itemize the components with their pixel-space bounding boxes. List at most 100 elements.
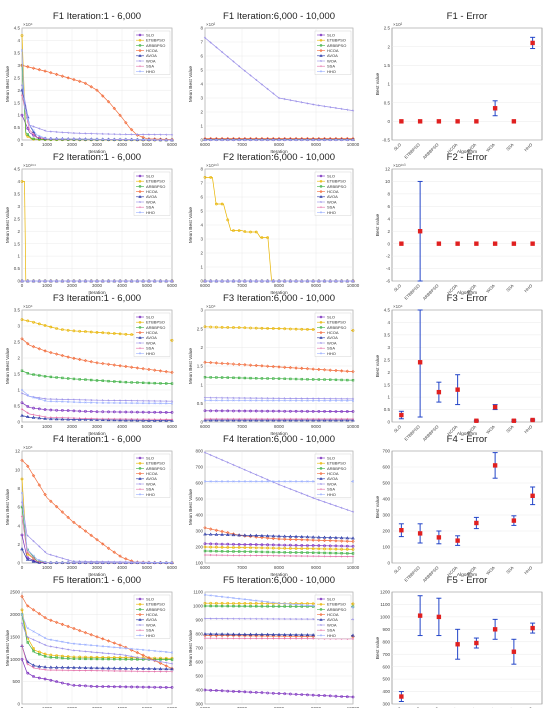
series-marker-avoa: [203, 418, 207, 422]
series-marker-hho: [294, 138, 298, 142]
legend-marker-slo: [319, 33, 323, 37]
series-marker-woa: [283, 97, 286, 101]
series-marker-hho: [346, 399, 349, 402]
series-marker-arbbpso: [232, 376, 235, 379]
series-marker-avoa: [170, 418, 174, 422]
series-marker-ssa: [306, 555, 309, 558]
series-marker-woa: [170, 133, 174, 136]
category-label: SLO: [393, 142, 403, 152]
x-tick-label: 8000: [274, 706, 285, 708]
legend-marker-arbbpso: [138, 608, 142, 611]
series-marker-slo: [32, 675, 35, 678]
category-label: ARBBPSO: [422, 142, 440, 160]
series-marker-avoa: [351, 633, 355, 637]
series-marker-hho: [32, 396, 35, 399]
series-marker-ssa: [20, 94, 24, 97]
legend-marker-avoa: [138, 477, 142, 480]
series-marker-woa: [323, 397, 326, 400]
series-marker-hho: [294, 279, 298, 283]
legend-label-hho: HHO: [146, 210, 155, 215]
series-marker-hho: [203, 399, 207, 402]
legend-label-arbbpso: ARBBPSO: [146, 184, 165, 189]
series-marker-etbbpso: [20, 34, 24, 37]
series-marker-slo: [107, 685, 110, 689]
series-marker-hho: [107, 401, 110, 405]
legend-marker-woa: [139, 483, 141, 485]
series-marker-arbbpso: [61, 376, 64, 380]
series-marker-hho: [209, 594, 212, 597]
series-marker-hcoa: [20, 594, 24, 599]
series-marker-woa: [67, 558, 70, 562]
series-marker-avoa: [49, 665, 53, 669]
series-marker-slo: [306, 409, 309, 413]
y-tick-label: 0: [17, 702, 20, 707]
y-axis-label: Mean Best Value: [5, 66, 11, 103]
legend-label-ssa: SSA: [327, 64, 335, 69]
y-tick-label: 300: [382, 513, 390, 518]
legend-marker-hcoa: [319, 613, 323, 617]
series-marker-hcoa: [66, 624, 70, 629]
series-marker-woa: [165, 133, 168, 136]
series-marker-avoa: [25, 557, 30, 561]
series-marker-woa: [142, 657, 145, 660]
series-marker-etbbpso: [323, 547, 326, 551]
series-marker-slo: [26, 671, 30, 675]
series-marker-woa: [32, 540, 35, 543]
series-marker-hho: [142, 561, 145, 564]
legend-label-hcoa: HCOA: [146, 612, 158, 617]
series-marker-avoa: [214, 532, 219, 536]
legend-box: [133, 453, 171, 498]
y-tick-label: 3: [200, 96, 203, 101]
series-marker-hho: [272, 480, 275, 483]
series-marker-woa: [90, 399, 93, 402]
series-marker-ssa: [317, 555, 320, 558]
category-label: SLO: [393, 565, 403, 575]
series-marker-arbbpso: [232, 604, 235, 608]
y-tick-label: 2: [17, 88, 20, 93]
series-marker-ssa: [61, 669, 64, 672]
series-marker-ssa: [226, 637, 229, 640]
series-marker-arbbpso: [118, 380, 122, 384]
series-marker-woa: [232, 463, 235, 466]
series-marker-arbbpso: [351, 378, 355, 382]
x-tick-label: 8000: [274, 424, 285, 429]
legend-marker-woa: [320, 201, 322, 203]
y-tick-label: 0: [200, 279, 203, 284]
y-tick-label: 700: [382, 449, 390, 454]
series-marker-avoa: [214, 418, 219, 422]
series-marker-avoa: [305, 633, 310, 637]
series-marker-avoa: [260, 533, 264, 537]
series-marker-hho: [78, 401, 81, 404]
y-tick-label: 0: [200, 138, 203, 143]
series-marker-woa: [49, 130, 52, 133]
legend-label-hho: HHO: [146, 69, 155, 74]
series-marker-etbbpso: [254, 546, 258, 550]
series-marker-etbbpso: [215, 601, 218, 605]
series-marker-hho: [124, 647, 127, 650]
axis-exponent: ×10⁴: [23, 445, 33, 450]
series-marker-hho: [107, 645, 110, 648]
series-marker-hho: [142, 648, 145, 652]
series-marker-hho: [107, 279, 110, 283]
chart-title: F4 - Error: [447, 434, 488, 445]
series-marker-hho: [130, 401, 133, 405]
y-tick-label: 0: [387, 119, 390, 124]
series-marker-hho: [101, 138, 104, 141]
series-marker-hcoa: [265, 536, 270, 540]
series-marker-hcoa: [345, 369, 349, 373]
legend-label-ssa: SSA: [146, 487, 154, 492]
series-marker-hho: [272, 399, 275, 402]
y-tick-label: 4: [17, 179, 20, 184]
series-marker-woa: [165, 661, 168, 664]
series-marker-slo: [66, 682, 70, 686]
y-tick-label: 2.5: [14, 340, 21, 345]
legend-label-etbbpso: ETBBPSO: [327, 179, 346, 184]
series-marker-avoa: [152, 666, 157, 671]
series-marker-woa: [340, 397, 343, 400]
legend-marker-avoa: [138, 195, 142, 198]
series-marker-hho: [130, 647, 133, 650]
category-label: WOA: [485, 565, 496, 576]
series-marker-ssa: [346, 417, 349, 421]
series-marker-slo: [124, 685, 128, 689]
series-marker-arbbpso: [130, 658, 133, 661]
